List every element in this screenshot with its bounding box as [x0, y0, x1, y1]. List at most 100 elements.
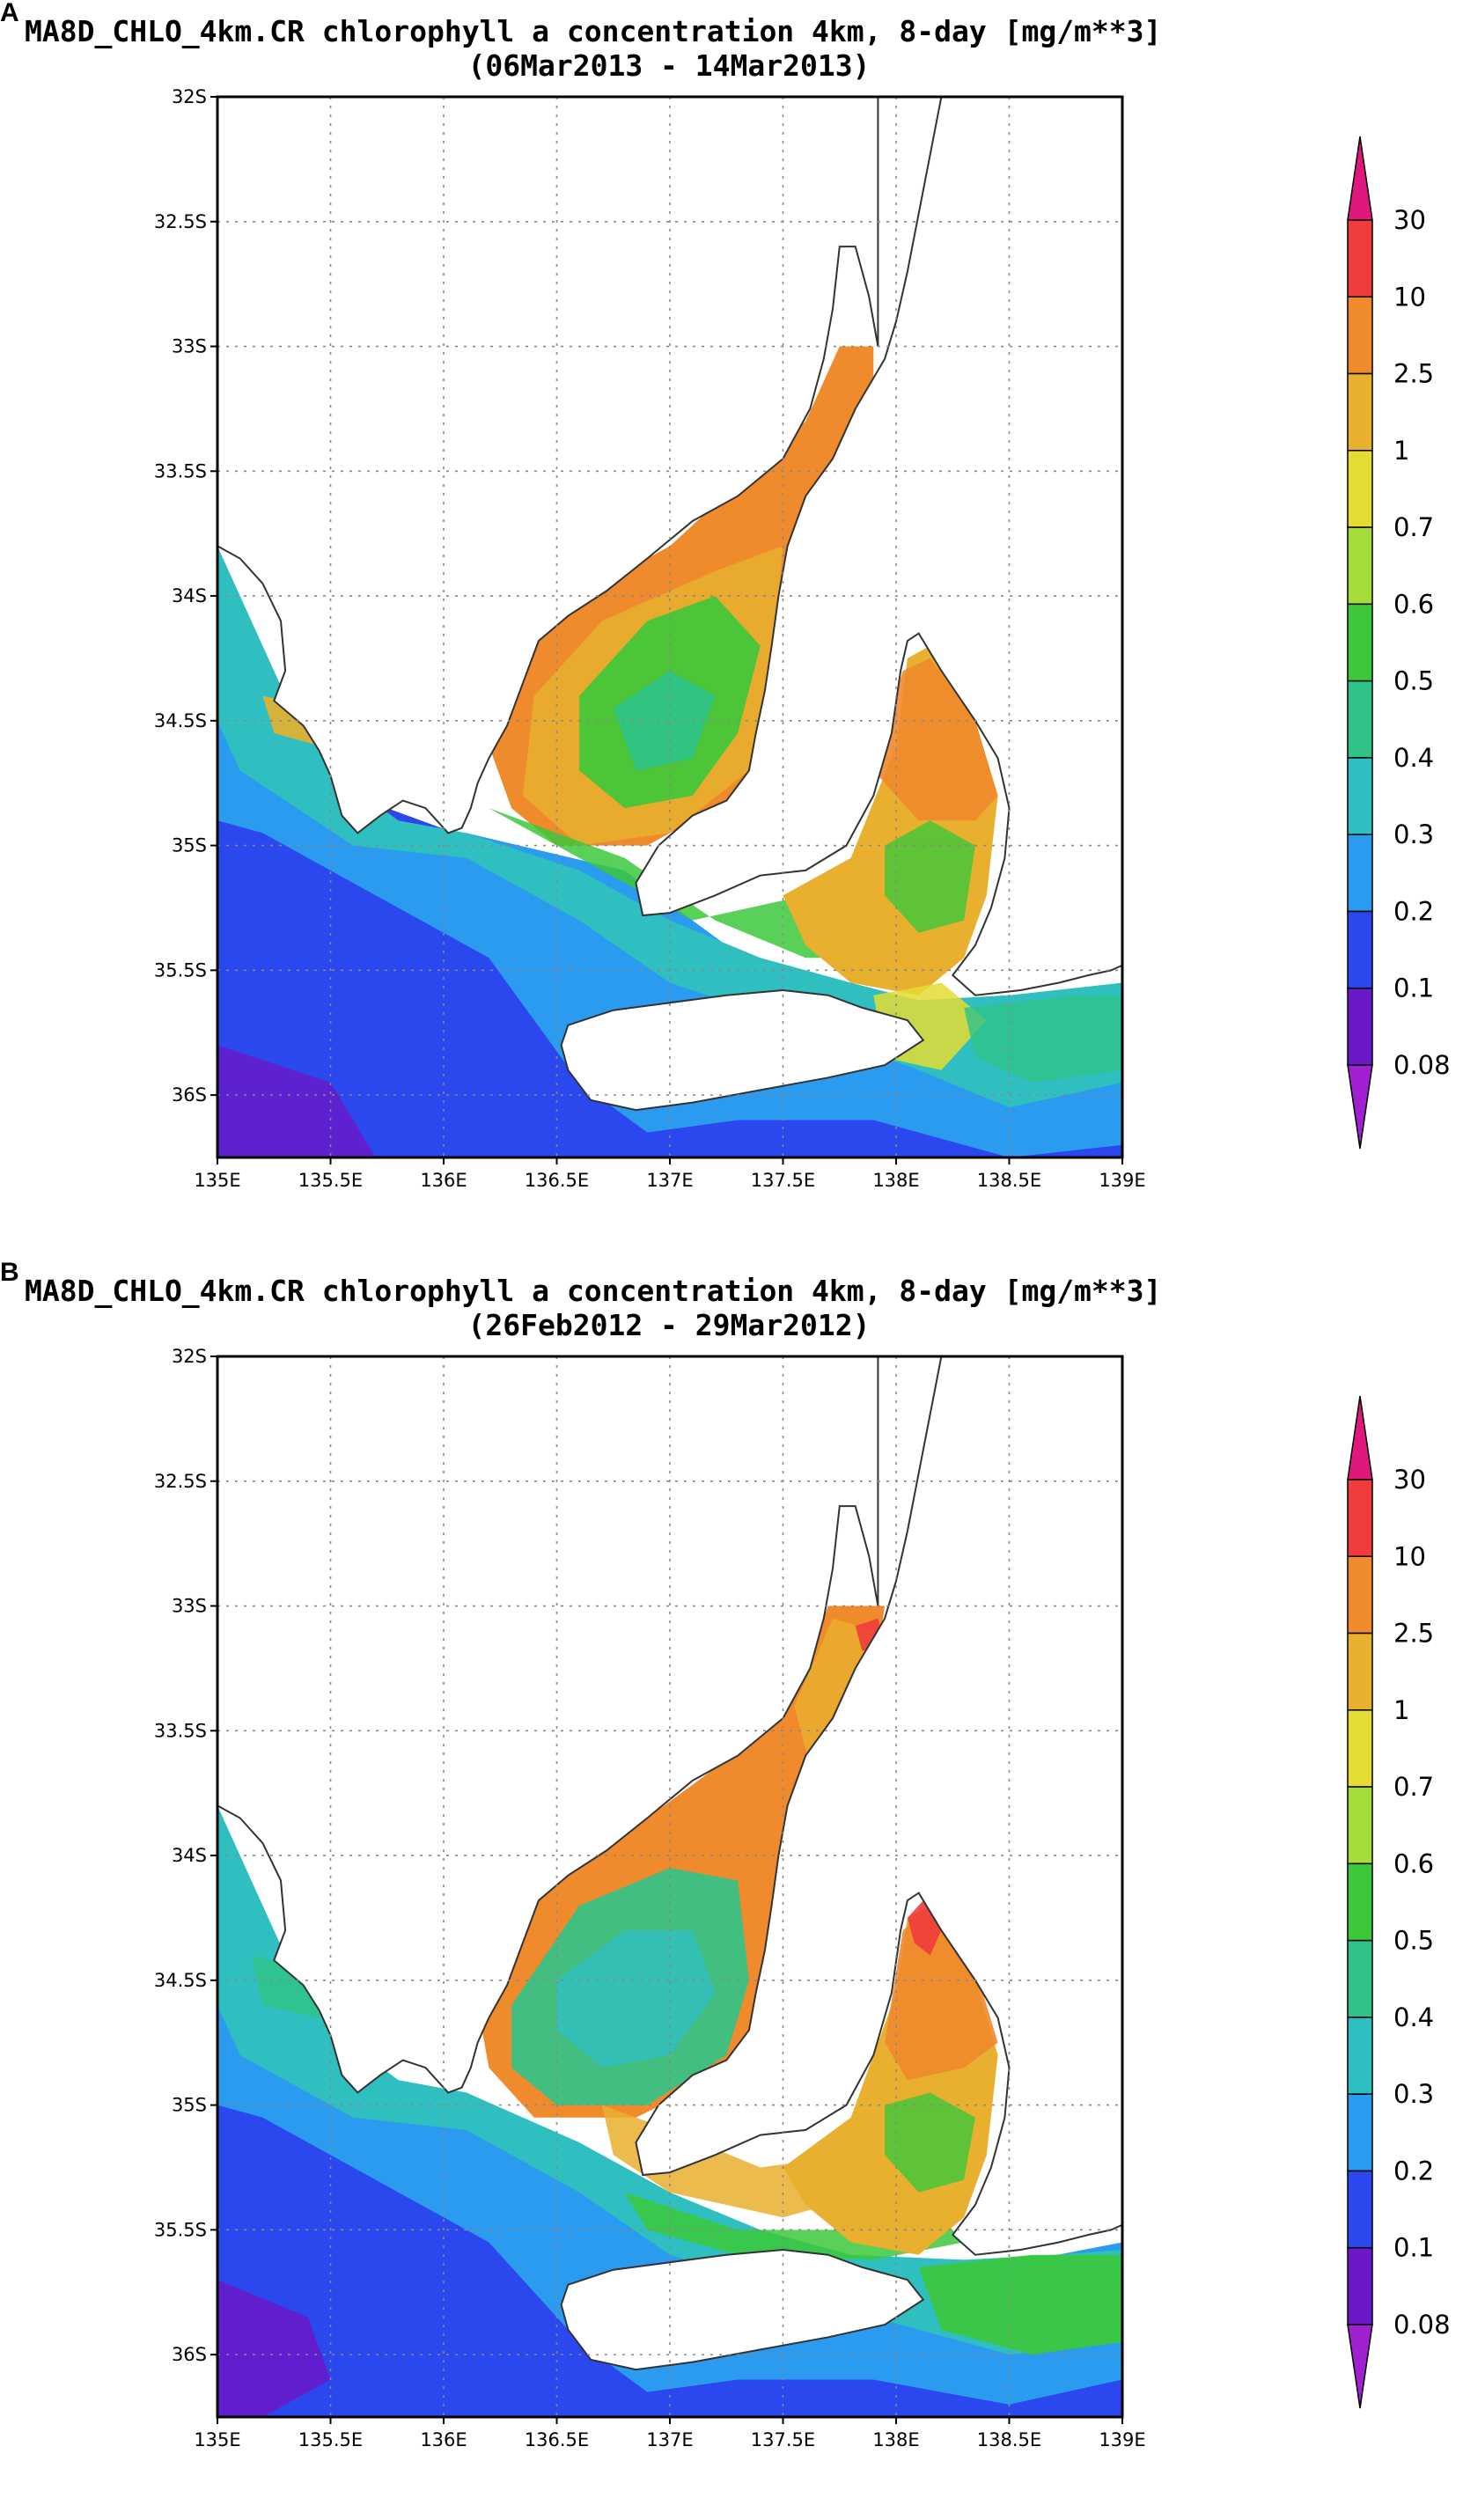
- colorbar-label: 0.2: [1393, 896, 1434, 926]
- colorbar-label: 0.7: [1393, 512, 1434, 542]
- lon-tick-label: 137E: [646, 2429, 693, 2450]
- colorbar-segment: [1347, 834, 1373, 913]
- colorbar-segment: [1347, 450, 1373, 528]
- lon-tick-label: 136.5E: [525, 1170, 589, 1191]
- panel-label: B: [0, 1260, 19, 1287]
- lat-tick-label: 32S: [172, 86, 207, 107]
- colorbar-segment: [1347, 1939, 1373, 2018]
- lon-tick-label: 135.5E: [298, 1170, 363, 1191]
- lon-tick-label: 135E: [194, 2429, 240, 2450]
- chlorophyll-field-region: [217, 2280, 331, 2417]
- lat-tick-label: 34.5S: [154, 1970, 207, 1991]
- colorbar-label: 30: [1393, 1465, 1426, 1495]
- lon-tick-label: 138E: [872, 1170, 919, 1191]
- map-panel-a: A MA8D_CHLO_4km.CR chlorophyll a concentr…: [0, 0, 1451, 1191]
- colorbar-segment: [1347, 2170, 1373, 2249]
- colorbar-label: 0.7: [1393, 1772, 1434, 1802]
- yorke-peninsula-land: [635, 1356, 1122, 2256]
- lat-tick-label: 33S: [172, 336, 207, 357]
- gridlines: [217, 97, 1122, 1157]
- chlorophyll-field-region: [907, 1900, 942, 1956]
- chlorophyll-field-region: [556, 1930, 716, 2068]
- colorbar-label: 2.5: [1393, 359, 1434, 389]
- colorbar-top-arrow: [1347, 136, 1373, 221]
- lat-tick-label: 33.5S: [154, 1720, 207, 1741]
- lat-tick-label: 34S: [172, 1845, 207, 1866]
- colorbar-segment: [1347, 526, 1373, 606]
- map-subtitle-date-range: (26Feb2012 - 29Mar2012): [468, 1308, 871, 1342]
- lat-tick-label: 35.5S: [154, 2219, 207, 2240]
- colorbar-label: 0.3: [1393, 2079, 1434, 2109]
- colorbar-label: 30: [1393, 205, 1426, 235]
- colorbar-label: 10: [1393, 282, 1426, 312]
- eyre-peninsula-land: [217, 1356, 879, 2094]
- colorbar: 30 10 2.5 1 0.7 0.6 0.5 0.4 0.3 0.2 0.1 0.08: [1347, 1395, 1451, 2409]
- chlorophyll-field-region: [964, 995, 1122, 1083]
- colorbar-segment: [1347, 296, 1373, 375]
- chlorophyll-field-region: [885, 820, 975, 933]
- yorke-peninsula-land: [635, 97, 1122, 996]
- lat-tick-label: 32.5S: [154, 211, 207, 232]
- lat-tick-label: 36S: [172, 2344, 207, 2365]
- lat-tick-label: 32.5S: [154, 1471, 207, 1492]
- lat-tick-label: 35.5S: [154, 959, 207, 981]
- colorbar-segment: [1347, 987, 1373, 1066]
- map-plot-area: [217, 97, 1122, 1157]
- lat-tick-label: 36S: [172, 1084, 207, 1106]
- colorbar-segment: [1347, 680, 1373, 759]
- lat-tick-label: 34.5S: [154, 710, 207, 731]
- colorbar-label: 1: [1393, 1695, 1409, 1725]
- lon-tick-label: 137.5E: [751, 2429, 815, 2450]
- colorbar-label: 0.2: [1393, 2156, 1434, 2186]
- colorbar-label: 10: [1393, 1541, 1426, 1571]
- lon-tick-label: 138.5E: [977, 1170, 1041, 1191]
- lon-tick-label: 139E: [1099, 1170, 1145, 1191]
- colorbar-label: 0.4: [1393, 2002, 1434, 2032]
- colorbar-segment: [1347, 2017, 1373, 2095]
- colorbar-label: 0.3: [1393, 819, 1434, 849]
- lon-tick-label: 136E: [420, 2429, 467, 2450]
- chlorophyll-field-region: [217, 1045, 376, 1157]
- colorbar-label: 0.5: [1393, 666, 1434, 696]
- map-panel-b: B MA8D_CHLO_4km.CR chlorophyll a concentr…: [0, 1260, 1463, 2519]
- colorbar-label: 1: [1393, 436, 1409, 466]
- kangaroo-island-land: [560, 988, 925, 1112]
- colorbar: 30 10 2.5 1 0.7 0.6 0.5 0.4 0.3 0.2 0.1 0.08: [1347, 136, 1451, 1150]
- colorbar-label: 0.1: [1393, 2233, 1434, 2263]
- lat-tick-label: 33S: [172, 1596, 207, 1617]
- kangaroo-island-land: [560, 2248, 925, 2371]
- colorbar-label: 2.5: [1393, 1619, 1434, 1649]
- colorbar-bottom-arrow: [1347, 2324, 1373, 2409]
- colorbar-segment: [1347, 2246, 1373, 2325]
- map-subtitle-date-range: (06Mar2013 - 14Mar2013): [468, 48, 871, 83]
- chlorophyll-field-region: [885, 2092, 975, 2193]
- colorbar-segment: [1347, 757, 1373, 835]
- lat-tick-label: 35S: [172, 835, 207, 856]
- lon-tick-label: 136E: [420, 1170, 467, 1191]
- colorbar-segment: [1347, 910, 1373, 989]
- colorbar-segment: [1347, 1709, 1373, 1788]
- map-plot-area: [217, 1356, 1122, 2417]
- lon-tick-label: 135E: [194, 1170, 240, 1191]
- lon-tick-label: 137.5E: [751, 1170, 815, 1191]
- colorbar-label: 0.6: [1393, 1848, 1434, 1878]
- panel-label: A: [0, 0, 19, 27]
- colorbar-segment: [1347, 1555, 1373, 1635]
- colorbar-label: 0.1: [1393, 973, 1434, 1003]
- colorbar-segment: [1347, 219, 1373, 298]
- eyre-peninsula-land: [217, 97, 879, 834]
- colorbar-label: 0.08: [1393, 2310, 1451, 2340]
- map-title: MA8D_CHLO_4km.CR chlorophyll a concentra…: [25, 1274, 1161, 1308]
- colorbar-label: 0.6: [1393, 589, 1434, 619]
- chlorophyll-field-region: [873, 658, 998, 821]
- lat-tick-label: 33.5S: [154, 460, 207, 481]
- chlorophyll-field-region: [885, 1905, 998, 2081]
- lat-tick-label: 34S: [172, 585, 207, 606]
- colorbar-segment: [1347, 1786, 1373, 1865]
- gridlines: [217, 1356, 1122, 2417]
- colorbar-segment: [1347, 372, 1373, 452]
- lon-tick-label: 138.5E: [977, 2429, 1041, 2450]
- colorbar-top-arrow: [1347, 1395, 1373, 1480]
- chlorophyll-field-region: [918, 2254, 1122, 2355]
